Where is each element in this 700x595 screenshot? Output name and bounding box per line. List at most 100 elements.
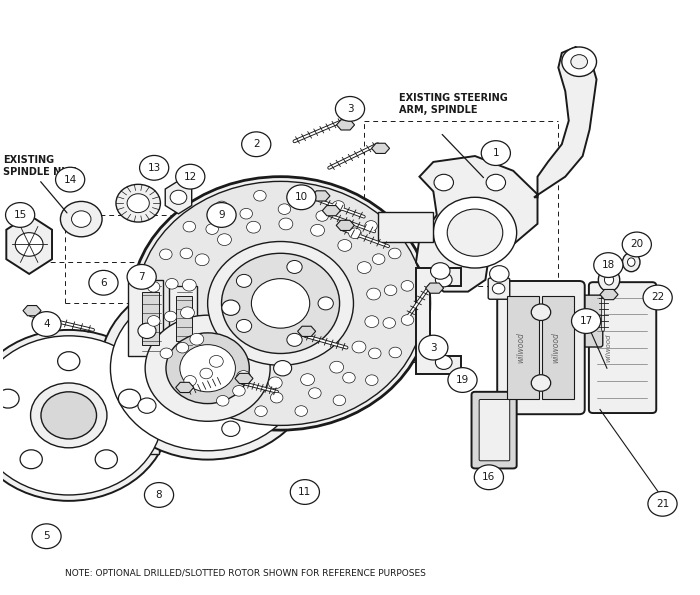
Circle shape	[383, 318, 395, 328]
Circle shape	[148, 315, 160, 326]
Text: 10: 10	[295, 192, 308, 202]
Circle shape	[139, 155, 169, 180]
Text: 19: 19	[456, 375, 469, 385]
FancyBboxPatch shape	[488, 278, 510, 299]
Circle shape	[434, 174, 454, 191]
Circle shape	[486, 174, 505, 191]
FancyBboxPatch shape	[507, 296, 539, 399]
Circle shape	[447, 209, 503, 256]
Circle shape	[32, 524, 61, 549]
Polygon shape	[426, 283, 444, 293]
Circle shape	[365, 375, 378, 386]
Polygon shape	[372, 143, 390, 154]
Circle shape	[278, 204, 290, 214]
Circle shape	[290, 480, 319, 505]
Circle shape	[295, 406, 307, 416]
Circle shape	[195, 254, 209, 265]
Circle shape	[232, 386, 245, 396]
Polygon shape	[322, 205, 340, 216]
Circle shape	[95, 450, 118, 469]
Circle shape	[138, 398, 156, 414]
Circle shape	[180, 248, 193, 259]
Circle shape	[0, 389, 19, 408]
Circle shape	[209, 355, 223, 367]
Circle shape	[138, 323, 156, 339]
Circle shape	[6, 203, 35, 227]
Text: 22: 22	[651, 293, 664, 302]
Circle shape	[268, 377, 282, 389]
Circle shape	[240, 208, 253, 219]
Polygon shape	[128, 280, 162, 356]
FancyBboxPatch shape	[480, 399, 510, 461]
Circle shape	[311, 224, 325, 236]
Text: EXISTING
SPINDLE NUT: EXISTING SPINDLE NUT	[3, 155, 76, 177]
Circle shape	[251, 278, 309, 328]
Circle shape	[643, 285, 672, 310]
FancyBboxPatch shape	[472, 392, 517, 468]
Circle shape	[31, 383, 107, 448]
Circle shape	[318, 297, 333, 310]
Circle shape	[144, 483, 174, 508]
Circle shape	[100, 277, 315, 459]
Circle shape	[41, 392, 97, 439]
Ellipse shape	[604, 275, 614, 285]
Circle shape	[206, 224, 218, 234]
Polygon shape	[235, 373, 253, 384]
Circle shape	[164, 311, 177, 322]
Polygon shape	[600, 289, 618, 300]
Circle shape	[57, 352, 80, 371]
Circle shape	[0, 336, 162, 495]
Circle shape	[401, 281, 414, 291]
Circle shape	[89, 270, 118, 295]
Text: NOTE: OPTIONAL DRILLED/SLOTTED ROTOR SHOWN FOR REFERENCE PURPOSES: NOTE: OPTIONAL DRILLED/SLOTTED ROTOR SHO…	[65, 568, 426, 578]
Circle shape	[365, 221, 377, 231]
Circle shape	[279, 218, 293, 230]
Ellipse shape	[627, 258, 635, 267]
Polygon shape	[298, 326, 316, 336]
Text: 5: 5	[43, 531, 50, 541]
Text: EXISTING STEERING
ARM, SPINDLE: EXISTING STEERING ARM, SPINDLE	[398, 93, 508, 115]
Circle shape	[116, 184, 160, 222]
FancyBboxPatch shape	[542, 296, 573, 399]
Circle shape	[332, 201, 344, 211]
Circle shape	[562, 47, 596, 77]
Polygon shape	[176, 383, 194, 393]
Circle shape	[237, 371, 251, 383]
FancyBboxPatch shape	[488, 396, 510, 417]
Circle shape	[60, 202, 102, 237]
Circle shape	[222, 421, 240, 437]
Polygon shape	[141, 292, 159, 345]
Ellipse shape	[622, 253, 640, 272]
Text: 12: 12	[183, 172, 197, 181]
Circle shape	[475, 465, 503, 490]
Text: 3: 3	[346, 104, 354, 114]
Polygon shape	[416, 156, 538, 292]
Circle shape	[570, 55, 587, 69]
Circle shape	[183, 221, 195, 232]
Polygon shape	[176, 296, 193, 340]
Circle shape	[367, 288, 381, 300]
Circle shape	[136, 181, 424, 425]
Text: wilwood: wilwood	[517, 332, 526, 363]
Circle shape	[489, 266, 509, 282]
Text: 3: 3	[430, 343, 437, 353]
Circle shape	[571, 309, 601, 333]
Circle shape	[622, 232, 652, 257]
Circle shape	[492, 283, 505, 294]
Circle shape	[15, 233, 43, 256]
Circle shape	[287, 261, 302, 274]
Circle shape	[287, 185, 316, 209]
Text: 7: 7	[139, 272, 145, 282]
Text: wilwood: wilwood	[606, 333, 612, 362]
Polygon shape	[165, 181, 192, 214]
Circle shape	[482, 140, 510, 165]
Circle shape	[176, 164, 205, 189]
Text: 17: 17	[580, 316, 593, 326]
Circle shape	[531, 375, 551, 392]
Polygon shape	[336, 220, 354, 230]
Circle shape	[216, 201, 228, 212]
Circle shape	[32, 312, 61, 336]
Text: 20: 20	[630, 239, 643, 249]
Circle shape	[294, 190, 307, 201]
Circle shape	[300, 374, 314, 386]
